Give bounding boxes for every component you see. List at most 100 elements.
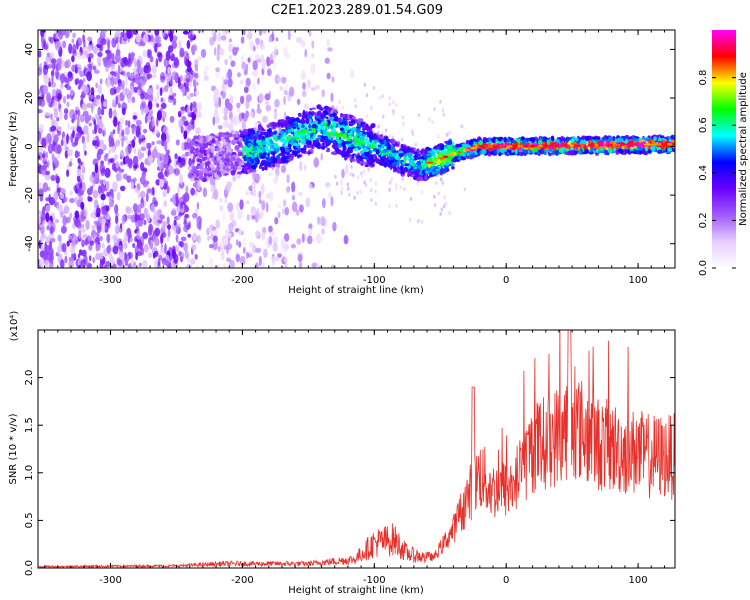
heatmap-cell <box>223 114 228 121</box>
heatmap-cell <box>44 259 51 268</box>
heatmap-cell <box>216 147 221 151</box>
heatmap-cell <box>80 201 85 210</box>
heatmap-cell <box>362 134 367 138</box>
heatmap-cell <box>388 96 391 101</box>
heatmap-cell <box>238 241 242 248</box>
heatmap-cell <box>311 107 317 110</box>
heatmap-cell <box>57 245 61 255</box>
heatmap-cell <box>87 44 92 53</box>
heatmap-cell <box>269 144 273 150</box>
heatmap-cell <box>433 194 436 199</box>
heatmap-cell <box>179 251 185 260</box>
heatmap-cell <box>262 152 267 156</box>
heatmap-cell <box>53 96 58 106</box>
heatmap-cell <box>194 253 198 260</box>
heatmap-cell <box>66 101 70 108</box>
heatmap-cell <box>215 141 221 144</box>
heatmap-cell <box>153 250 159 258</box>
heatmap-cell <box>303 144 307 151</box>
heatmap-cell <box>284 141 288 145</box>
heatmap-cell <box>111 53 115 62</box>
heatmap-cell <box>227 123 234 131</box>
heatmap-cell <box>87 195 91 202</box>
heatmap-cell <box>439 177 443 182</box>
heatmap-cell <box>77 115 80 126</box>
heatmap-cell <box>61 243 67 253</box>
heatmap-cell <box>161 155 164 160</box>
heatmap-cell <box>85 260 88 267</box>
heatmap-cell <box>162 190 167 198</box>
heatmap-cell <box>221 76 225 82</box>
heatmap-cell <box>138 137 142 144</box>
heatmap-cell <box>370 105 373 110</box>
heatmap-cell <box>261 159 267 163</box>
heatmap-cell <box>363 180 366 185</box>
heatmap-cell <box>392 109 395 114</box>
heatmap-cell <box>212 235 218 243</box>
heatmap-cell <box>280 130 285 136</box>
heatmap-cell <box>162 111 167 119</box>
heatmap-cell <box>511 149 514 154</box>
heatmap-cell <box>551 151 555 156</box>
heatmap-cell <box>257 77 260 85</box>
heatmap-cell <box>151 64 157 75</box>
heatmap-cell <box>52 61 56 71</box>
heatmap-cell <box>143 219 147 225</box>
heatmap-cell <box>105 205 110 212</box>
heatmap-cell <box>66 85 72 91</box>
heatmap-cell <box>41 138 46 148</box>
heatmap-cell <box>96 207 101 214</box>
heatmap-cell <box>230 117 235 124</box>
heatmap-cell <box>81 135 86 144</box>
heatmap-cell <box>189 160 193 165</box>
heatmap-cell <box>271 160 274 164</box>
heatmap-cell <box>659 135 665 139</box>
heatmap-cell <box>143 92 149 100</box>
heatmap-cell <box>284 90 288 96</box>
heatmap-cell <box>272 242 278 253</box>
heatmap-cell <box>623 144 628 149</box>
heatmap-cell <box>89 255 92 262</box>
heatmap-cell <box>93 178 100 185</box>
heatmap-cell <box>150 188 153 196</box>
heatmap-cell <box>60 193 65 199</box>
heatmap-cell <box>264 164 268 168</box>
heatmap-cell <box>219 204 224 212</box>
heatmap-cell <box>268 37 272 43</box>
heatmap-cell <box>106 180 110 191</box>
heatmap-cell <box>68 161 73 167</box>
heatmap-cell <box>395 183 398 188</box>
heatmap-cell <box>156 140 163 145</box>
heatmap-cell <box>147 88 154 96</box>
heatmap-cell <box>340 191 343 196</box>
heatmap-cell <box>491 138 497 143</box>
heatmap-cell <box>360 122 364 127</box>
heatmap-cell <box>297 131 302 135</box>
heatmap-cell <box>221 210 226 222</box>
heatmap-cell <box>260 183 265 195</box>
heatmap-cell <box>337 143 342 149</box>
heatmap-cell <box>172 92 177 97</box>
heatmap-cell <box>395 186 398 191</box>
heatmap-cell <box>192 212 198 219</box>
heatmap-cell <box>236 201 240 212</box>
heatmap-cell <box>343 234 349 245</box>
heatmap-layer <box>38 30 675 268</box>
heatmap-cell <box>86 132 90 143</box>
heatmap-cell <box>124 232 129 243</box>
heatmap-cell <box>208 141 213 144</box>
heatmap-cell <box>332 121 337 128</box>
heatmap-cell <box>119 36 123 45</box>
heatmap-cell <box>83 125 89 135</box>
heatmap-cell <box>228 222 234 232</box>
heatmap-cell <box>354 98 357 103</box>
heatmap-cell <box>274 108 277 113</box>
heatmap-cell <box>91 116 96 122</box>
heatmap-cell <box>74 79 79 86</box>
heatmap-cell <box>89 94 95 100</box>
heatmap-cell <box>51 129 55 140</box>
heatmap-cell <box>72 32 76 39</box>
heatmap-cell <box>378 146 381 149</box>
heatmap-cell <box>384 128 388 133</box>
heatmap-cell <box>97 52 103 58</box>
